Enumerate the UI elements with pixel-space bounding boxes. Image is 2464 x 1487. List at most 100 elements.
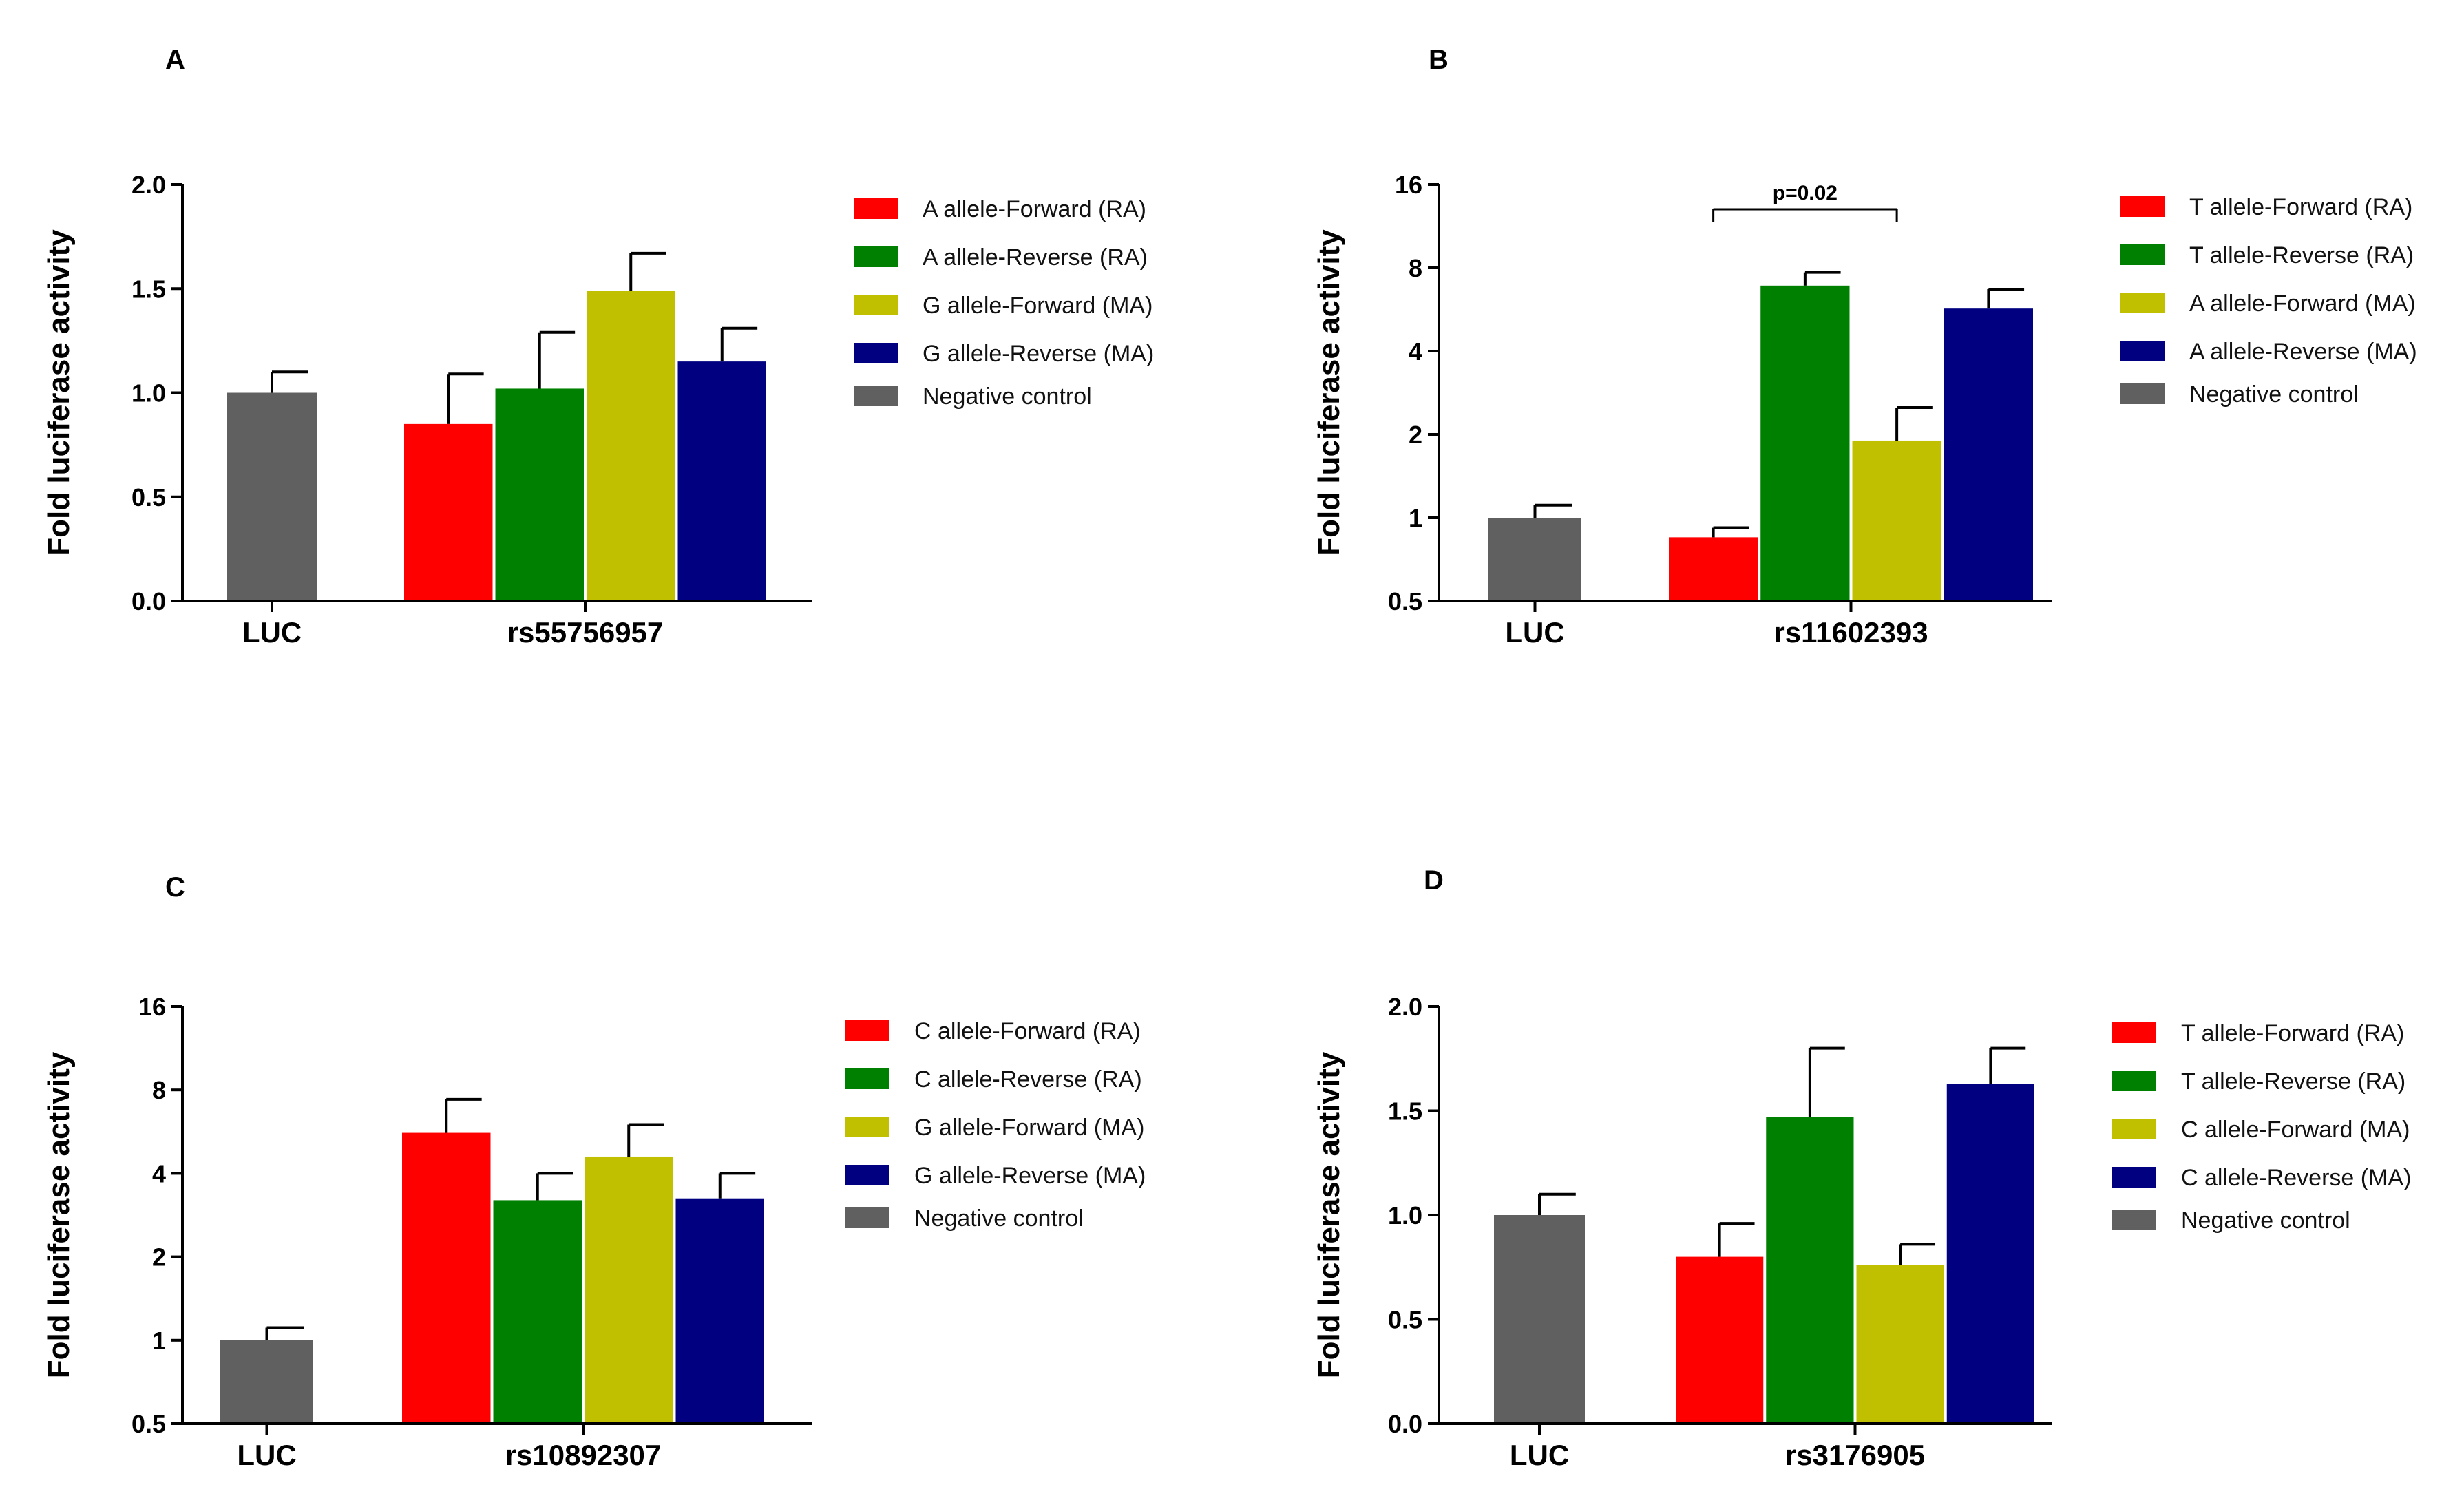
- legend-entry: G allele-Forward (MA): [914, 1115, 1144, 1141]
- panel-c: C Fold luciferase activity 0.5 1 2 4 8 16 LUC rs1…: [42, 872, 1146, 1471]
- legend-swatch: [2120, 244, 2165, 265]
- x-category-label: LUC: [1510, 1439, 1569, 1471]
- legend-swatch: [2112, 1071, 2156, 1091]
- bar-a-allele-forward-ma: [1852, 440, 1941, 601]
- legend-entry: G allele-Reverse (MA): [923, 341, 1154, 367]
- legend-entry: Negative control: [923, 383, 1092, 410]
- bar-c-allele-reverse-ra: [493, 1200, 582, 1424]
- x-category-label: rs11602393: [1773, 616, 1928, 648]
- significance-bracket: p=0.02: [1712, 182, 1898, 222]
- y-tick-label: 0.0: [1388, 1410, 1422, 1438]
- x-category-label: rs55756957: [507, 616, 664, 648]
- bar-c-allele-forward-ra: [402, 1132, 491, 1424]
- x-category-label: LUC: [237, 1439, 296, 1471]
- legend-entry: G allele-Forward (MA): [923, 293, 1152, 319]
- y-tick-label: 0.5: [1388, 1306, 1422, 1334]
- bar-t-allele-reverse-ra: [1760, 285, 1850, 601]
- legend-swatch: [2112, 1167, 2156, 1188]
- legend-entry: C allele-Forward (MA): [2181, 1117, 2410, 1143]
- legend-entry: T allele-Forward (RA): [2181, 1020, 2404, 1046]
- y-tick-label: 16: [138, 993, 166, 1021]
- y-tick-label: 1.5: [1388, 1097, 1422, 1126]
- y-tick-label: 8: [1409, 254, 1422, 282]
- panel-label: D: [1424, 865, 1444, 896]
- legend-swatch: [845, 1020, 889, 1041]
- bar-negative-control: [220, 1340, 313, 1424]
- legend-swatch: [854, 295, 898, 315]
- legend-swatch: [2120, 293, 2165, 313]
- panel-label: C: [165, 872, 185, 903]
- bar-t-allele-forward-ra: [1669, 537, 1758, 601]
- bar-negative-control: [1494, 1215, 1585, 1424]
- y-axis-label: Fold luciferase activity: [42, 1051, 76, 1378]
- y-tick-label: 1.0: [1388, 1201, 1422, 1230]
- legend-entry: A allele-Reverse (RA): [923, 244, 1148, 271]
- legend-swatch: [2112, 1210, 2156, 1230]
- legend: C allele-Forward (RA) C allele-Reverse (R…: [845, 1018, 1146, 1232]
- legend-entry: C allele-Reverse (MA): [2181, 1165, 2411, 1191]
- panel-b: B Fold luciferase activity 0.5 1 2 4 8 16 LUC rs1…: [1312, 45, 2417, 648]
- panel-a: A Fold luciferase activity 0.0 0.5 1.0 1.5 2.0…: [42, 45, 1154, 648]
- legend-entry: C allele-Reverse (RA): [914, 1066, 1142, 1093]
- x-category-label: rs10892307: [505, 1439, 662, 1471]
- legend-swatch: [2120, 196, 2165, 217]
- y-axis-label: Fold luciferase activity: [42, 229, 76, 556]
- bar-a-allele-reverse-ra: [495, 388, 584, 601]
- legend-entry: A allele-Reverse (MA): [2189, 339, 2417, 365]
- p-value-label: p=0.02: [1773, 182, 1838, 204]
- bar-g-allele-forward-ma: [585, 1156, 673, 1424]
- legend-swatch: [854, 246, 898, 267]
- legend-swatch: [2120, 341, 2165, 361]
- legend-swatch: [845, 1207, 889, 1228]
- legend-swatch: [2120, 383, 2165, 404]
- y-tick-label: 2.0: [131, 171, 166, 199]
- y-axis-label: Fold luciferase activity: [1312, 1051, 1346, 1378]
- y-tick-label: 4: [152, 1159, 166, 1188]
- y-tick-label: 1.5: [131, 275, 166, 303]
- y-tick-label: 8: [152, 1076, 166, 1104]
- panel-d: D Fold luciferase activity 0.0 0.5 1.0 1.5 2.0…: [1312, 865, 2411, 1471]
- panel-label: B: [1429, 45, 1449, 75]
- legend-entry: T allele-Reverse (RA): [2181, 1068, 2405, 1095]
- legend-swatch: [845, 1165, 889, 1185]
- y-tick-label: 2: [152, 1243, 166, 1272]
- x-category-label: rs3176905: [1785, 1439, 1925, 1471]
- bar-t-allele-reverse-ra: [1766, 1117, 1854, 1424]
- legend-entry: Negative control: [2189, 381, 2359, 408]
- bar-c-allele-reverse-ma: [1946, 1084, 2034, 1424]
- bar-g-allele-forward-ma: [587, 291, 675, 601]
- bar-negative-control: [1488, 518, 1581, 601]
- legend-entry: T allele-Forward (RA): [2189, 194, 2412, 220]
- legend-swatch: [845, 1117, 889, 1137]
- bar-g-allele-reverse-ma: [675, 1198, 764, 1424]
- legend-swatch: [2112, 1022, 2156, 1043]
- y-tick-label: 0.5: [131, 483, 166, 512]
- y-tick-label: 16: [1395, 171, 1422, 199]
- legend-swatch: [2112, 1119, 2156, 1139]
- legend: T allele-Forward (RA) T allele-Reverse (R…: [2112, 1020, 2411, 1234]
- legend-entry: Negative control: [914, 1205, 1084, 1232]
- legend-entry: A allele-Forward (MA): [2189, 291, 2416, 317]
- bar-c-allele-forward-ma: [1856, 1265, 1944, 1424]
- x-category-label: LUC: [1505, 616, 1564, 648]
- y-tick-label: 1: [152, 1327, 166, 1355]
- legend-swatch: [854, 343, 898, 363]
- legend-entry: Negative control: [2181, 1207, 2350, 1234]
- y-tick-label: 2.0: [1388, 993, 1422, 1021]
- legend-entry: C allele-Forward (RA): [914, 1018, 1141, 1044]
- bar-negative-control: [227, 392, 317, 601]
- x-category-label: LUC: [242, 616, 302, 648]
- y-tick-label: 1.0: [131, 379, 166, 408]
- y-tick-label: 4: [1409, 337, 1422, 366]
- legend: T allele-Forward (RA) T allele-Reverse (R…: [2120, 194, 2417, 408]
- bar-g-allele-reverse-ma: [677, 361, 766, 601]
- bar-a-allele-reverse-ma: [1944, 308, 2033, 601]
- y-tick-label: 2: [1409, 421, 1422, 449]
- y-tick-label: 1: [1409, 504, 1422, 532]
- legend-swatch: [845, 1068, 889, 1089]
- y-tick-label: 0.5: [1388, 587, 1422, 615]
- panel-label: A: [165, 45, 185, 75]
- legend-swatch: [854, 198, 898, 219]
- bar-a-allele-forward-ra: [404, 423, 493, 601]
